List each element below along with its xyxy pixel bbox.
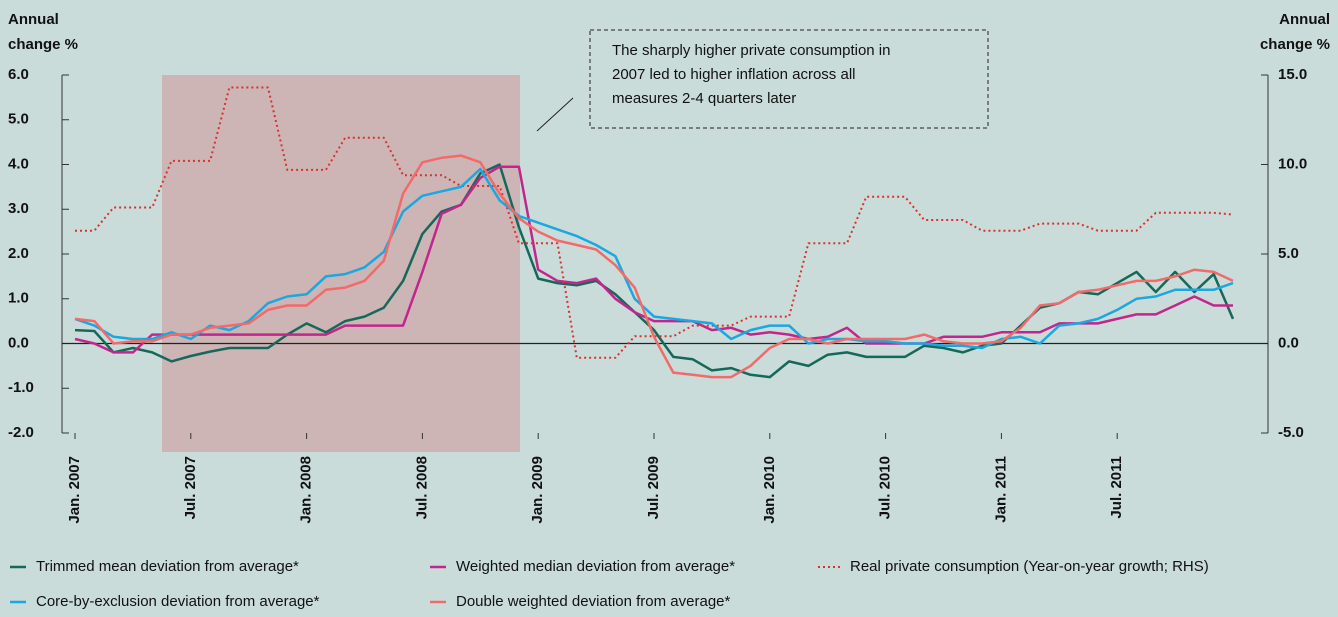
annotation-box xyxy=(589,29,989,129)
series-line xyxy=(74,163,1235,379)
y2-tick-label: -5.0 xyxy=(1278,424,1304,441)
y-tick-label: 3.0 xyxy=(8,200,29,217)
x-tick-label: Jul. 2007 xyxy=(182,456,199,519)
y-tick-label: 1.0 xyxy=(8,290,29,307)
legend-label: Real private consumption (Year-on-year g… xyxy=(850,558,1209,575)
y2-tick-label: 15.0 xyxy=(1278,66,1307,83)
y-tick-label: 5.0 xyxy=(8,111,29,128)
legend-label: Trimmed mean deviation from average* xyxy=(36,558,299,575)
legend-label: Core-by-exclusion deviation from average… xyxy=(36,593,320,610)
series-line xyxy=(74,154,1234,379)
series-line xyxy=(74,165,1233,354)
y-tick-label: -2.0 xyxy=(8,424,34,441)
x-tick-label: Jan. 2011 xyxy=(992,456,1009,523)
series-line xyxy=(75,86,1234,359)
annotation: The sharply higher private consumption i… xyxy=(612,42,890,59)
legend-label: Weighted median deviation from average* xyxy=(456,558,735,575)
y-tick-label: 2.0 xyxy=(8,245,29,262)
y-tick-label: 0.0 xyxy=(8,334,29,351)
x-tick-label: Jul. 2008 xyxy=(413,456,430,519)
x-tick-label: Jul. 2011 xyxy=(1108,456,1125,519)
legend-label: Double weighted deviation from average* xyxy=(456,593,730,610)
x-tick-label: Jul. 2009 xyxy=(645,456,662,519)
series-line xyxy=(74,167,1234,350)
x-tick-label: Jan. 2010 xyxy=(761,456,778,524)
y-axis-title: Annual xyxy=(8,11,59,28)
y-tick-label: -1.0 xyxy=(8,379,34,396)
highlight-period xyxy=(162,75,520,452)
y2-axis-title: change % xyxy=(1260,36,1330,53)
x-tick-label: Jan. 2007 xyxy=(66,456,83,524)
y2-tick-label: 5.0 xyxy=(1278,245,1299,262)
y-tick-label: 4.0 xyxy=(8,155,29,172)
x-tick-label: Jan. 2009 xyxy=(529,456,546,524)
x-tick-label: Jan. 2008 xyxy=(298,456,315,524)
x-tick-label: Jul. 2010 xyxy=(877,456,894,519)
y2-axis-title: Annual xyxy=(1279,11,1330,28)
y-tick-label: 6.0 xyxy=(8,66,29,83)
annotation: 2007 led to higher inflation across all xyxy=(612,66,856,83)
annotation: measures 2-4 quarters later xyxy=(612,90,796,107)
y2-tick-label: 10.0 xyxy=(1278,155,1307,172)
annotation-pointer xyxy=(536,97,574,132)
y2-tick-label: 0.0 xyxy=(1278,334,1299,351)
y-axis-title: change % xyxy=(8,36,78,53)
